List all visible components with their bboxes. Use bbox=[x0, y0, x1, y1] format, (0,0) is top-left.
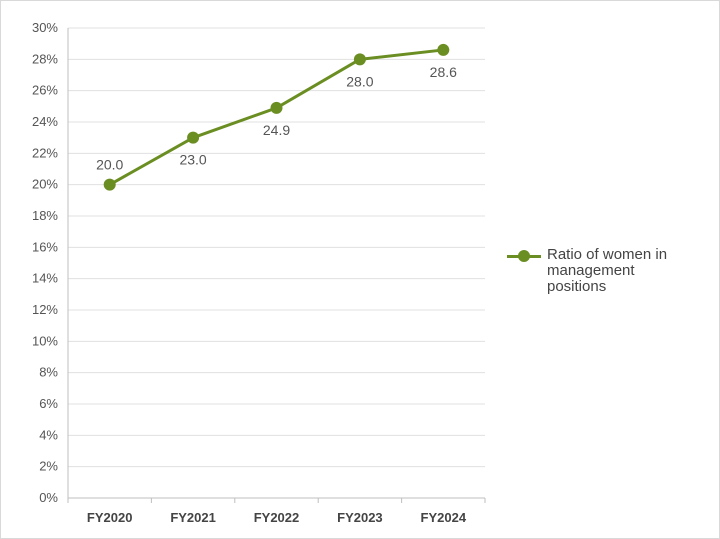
legend-marker-icon bbox=[507, 247, 541, 265]
y-tick-label: 24% bbox=[32, 114, 58, 129]
y-tick-label: 8% bbox=[39, 365, 58, 380]
y-tick-label: 20% bbox=[32, 177, 58, 192]
data-point bbox=[103, 178, 116, 191]
series-line bbox=[108, 48, 444, 186]
data-label: 28.0 bbox=[346, 73, 373, 89]
y-tick-label: 4% bbox=[39, 427, 58, 442]
data-point bbox=[187, 131, 200, 144]
x-tick-label: FY2024 bbox=[421, 510, 467, 525]
legend-dot bbox=[518, 250, 530, 262]
y-tick-label: 0% bbox=[39, 490, 58, 505]
x-tick-label: FY2023 bbox=[337, 510, 383, 525]
data-label: 24.9 bbox=[263, 122, 290, 138]
y-tick-label: 2% bbox=[39, 459, 58, 474]
legend-label: Ratio of women in management positions bbox=[547, 246, 668, 295]
y-tick-label: 26% bbox=[32, 83, 58, 98]
y-tick-label: 30% bbox=[32, 20, 58, 35]
data-point bbox=[353, 53, 366, 66]
data-point bbox=[437, 43, 450, 56]
data-label: 20.0 bbox=[96, 157, 123, 173]
legend: Ratio of women in management positions bbox=[507, 247, 677, 295]
y-tick-label: 22% bbox=[32, 145, 58, 160]
y-tick-label: 28% bbox=[32, 51, 58, 66]
y-tick-label: 16% bbox=[32, 239, 58, 254]
x-tick-label: FY2020 bbox=[87, 510, 133, 525]
x-tick-label: FY2021 bbox=[170, 510, 216, 525]
y-tick-label: 18% bbox=[32, 208, 58, 223]
y-tick-label: 6% bbox=[39, 396, 58, 411]
y-tick-label: 10% bbox=[32, 333, 58, 348]
data-label: 23.0 bbox=[179, 152, 206, 168]
y-tick-label: 12% bbox=[32, 302, 58, 317]
data-point bbox=[270, 101, 283, 114]
x-tick-label: FY2022 bbox=[254, 510, 300, 525]
y-tick-label: 14% bbox=[32, 271, 58, 286]
data-label: 28.6 bbox=[430, 64, 457, 80]
